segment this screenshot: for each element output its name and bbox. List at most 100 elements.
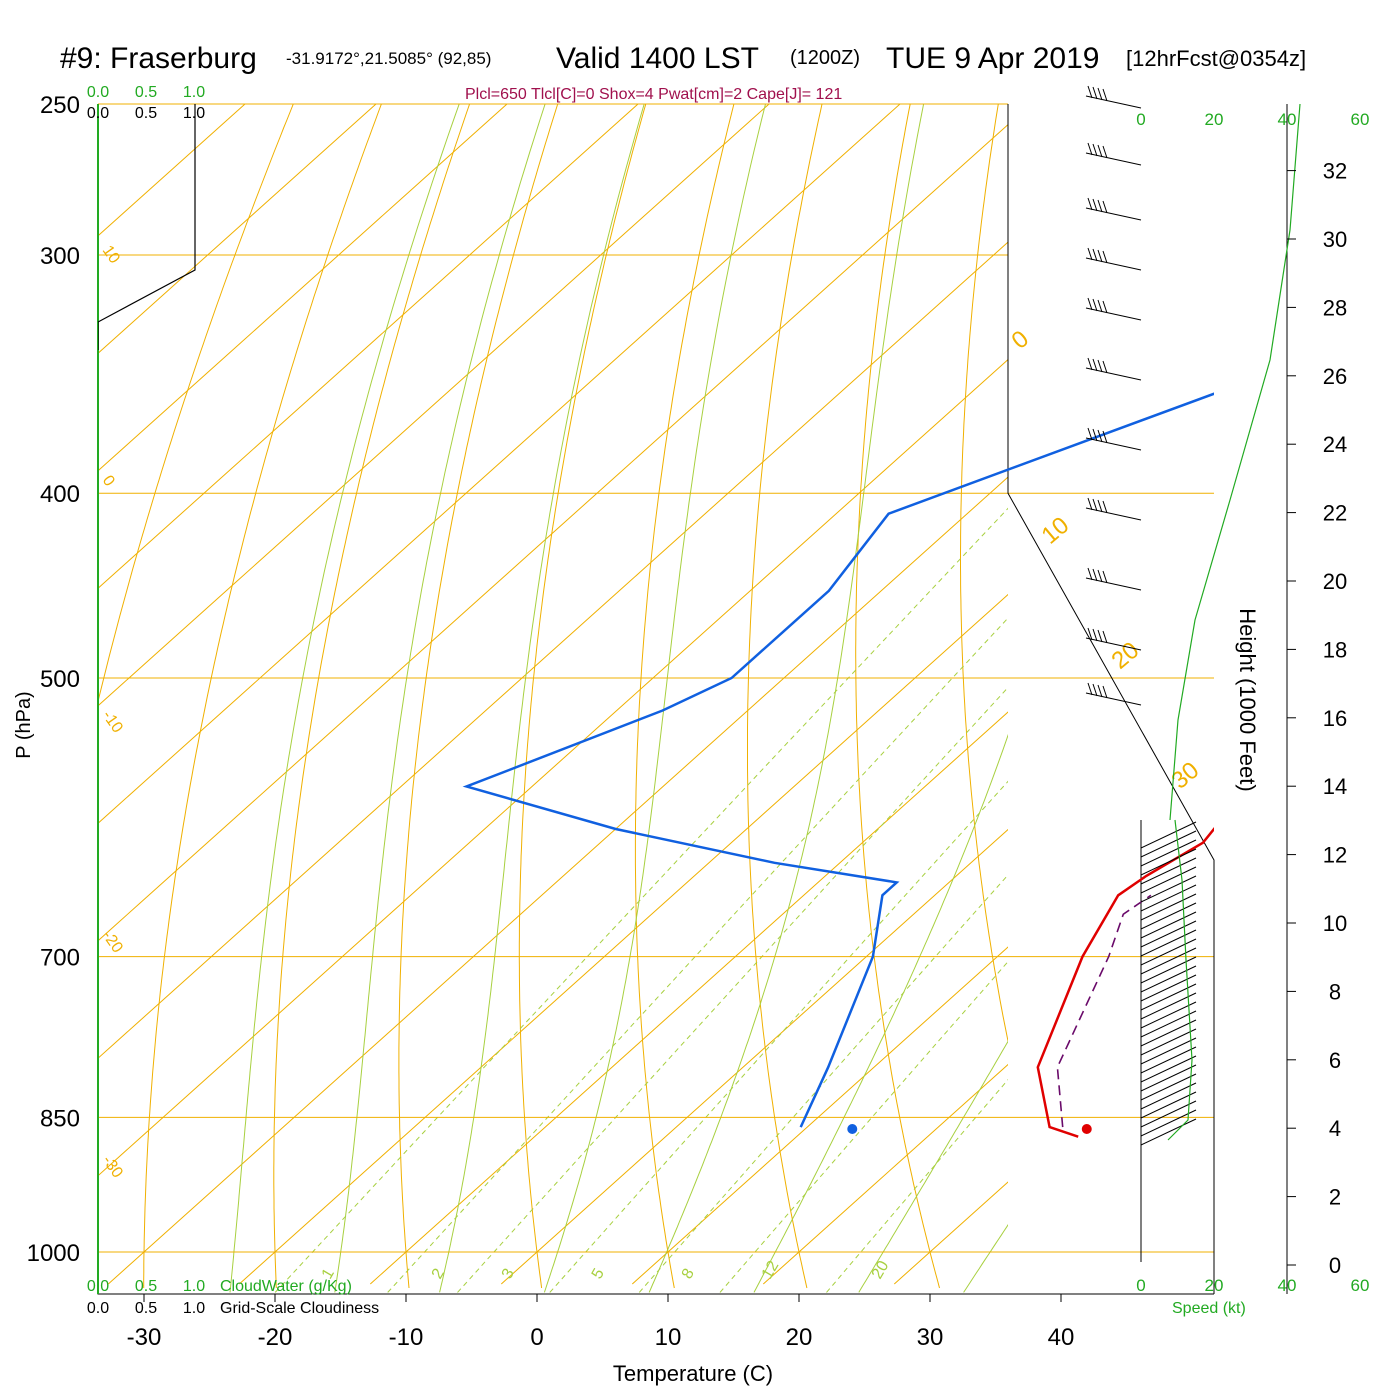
barb-flag (1087, 197, 1093, 211)
barb-flag (1102, 430, 1108, 444)
isotherm-label: 20 (1107, 637, 1145, 675)
low-level-barb (1140, 893, 1197, 921)
barb-flag (1092, 358, 1098, 372)
barb-flag (1087, 427, 1093, 441)
cloud-tick-label: 1.0 (183, 84, 205, 101)
low-level-barb (1140, 1091, 1197, 1119)
speed-tick-label: 20 (1205, 1276, 1224, 1295)
wind-barb (1085, 682, 1142, 706)
barb-flag (1087, 142, 1093, 156)
isotherm-line (1287, 104, 1400, 1284)
height-tick-label: 14 (1323, 774, 1347, 799)
cloud-tick-label: 0.0 (87, 1300, 109, 1317)
barb-flag (1097, 684, 1103, 698)
cloud-tick-label: 0.5 (135, 1278, 157, 1295)
barb-flag (1102, 88, 1108, 102)
height-tick-label: 0 (1329, 1253, 1341, 1278)
barb-flag (1092, 428, 1098, 442)
barb-flag (1087, 247, 1093, 261)
wind-barb (1085, 567, 1142, 591)
dry-adiabat-line (518, 104, 647, 1289)
barb-staff (1085, 507, 1142, 521)
wind-barb (1085, 297, 1142, 321)
barb-staff (1085, 367, 1142, 381)
isotherm-line (98, 104, 901, 824)
x-tick-label: -10 (389, 1324, 424, 1351)
mixing-ratio-label: 5 (589, 1266, 608, 1282)
barb-staff (1085, 152, 1142, 166)
height-tick-label: 12 (1323, 843, 1347, 868)
barb-flag (1092, 198, 1098, 212)
moist-adiabat-line (858, 1040, 1008, 1293)
isobars (98, 103, 1214, 1253)
barb-flag (1102, 145, 1108, 159)
isotherm-label: -10 (99, 708, 126, 737)
isotherm-line (98, 104, 508, 472)
speed-tick-label: 60 (1351, 1276, 1370, 1295)
isotherm-line (98, 104, 639, 589)
wind-barb (1085, 357, 1142, 381)
background-grid (98, 104, 1400, 1293)
height-tick-label: 24 (1323, 432, 1347, 457)
dry-adiabat-line (634, 104, 735, 1289)
barb-flag (1097, 249, 1103, 263)
parcel-line (1056, 894, 1152, 1128)
speed-label: Speed (kt) (1172, 1300, 1246, 1317)
mixing-ratio-line (826, 1078, 1008, 1293)
barb-flag (1102, 360, 1108, 374)
mixing-ratio-line (387, 617, 1008, 1293)
mixing-ratio-line (549, 780, 1008, 1293)
barb-flag (1092, 298, 1098, 312)
barb-flag (1097, 87, 1103, 101)
isotherm-line (98, 241, 1008, 1059)
isotherm-label: -20 (99, 928, 126, 957)
y-axis-title: P (hPa) (13, 691, 35, 758)
moist-adiabat-line (753, 733, 1008, 1293)
pressure-tick-label: 300 (40, 243, 80, 270)
barb-flag (1097, 144, 1103, 158)
barb-flag (1102, 500, 1108, 514)
barb-flag (1097, 429, 1103, 443)
barb-flag (1087, 357, 1093, 371)
speed-tick-label: 40 (1278, 110, 1297, 129)
barb-staff (1085, 577, 1142, 591)
cloud-tick-label: 0.5 (135, 1300, 157, 1317)
barb-flag (1097, 299, 1103, 313)
barb-flag (1097, 199, 1103, 213)
barb-staff (1085, 207, 1142, 221)
mixing-ratio-line (274, 507, 1008, 1293)
profiles (98, 104, 1214, 1138)
dry-adiabat-line (398, 104, 559, 1289)
forecast-info: [12hrFcst@0354z] (1126, 46, 1306, 71)
barb-flag (1092, 683, 1098, 697)
cloudiness-line (98, 104, 196, 350)
dry-adiabat-line (98, 104, 294, 704)
mixing-ratio-label: 3 (499, 1266, 518, 1282)
mixing-ratio-label: 20 (869, 1258, 893, 1282)
barb-flag (1087, 297, 1093, 311)
height-tick-label: 28 (1323, 295, 1347, 320)
barb-staff (1085, 637, 1142, 651)
barb-staff (1085, 692, 1142, 706)
x-tick-label: 40 (1048, 1324, 1075, 1351)
x-tick-label: 30 (917, 1324, 944, 1351)
moist-adiabat-line (648, 104, 925, 1293)
isotherm-line (369, 711, 1008, 1285)
height-tick-label: 10 (1323, 911, 1347, 936)
isotherm-line (107, 476, 1008, 1285)
pressure-tick-label: 400 (40, 481, 80, 508)
indices-line: Plcl=650 Tlcl[C]=0 Shox=4 Pwat[cm]=2 Cap… (465, 86, 842, 103)
low-level-barb (1140, 1100, 1197, 1128)
mixing-ratio-line (719, 960, 1008, 1293)
pressure-tick-label: 850 (40, 1105, 80, 1132)
surface-dewpoint-marker (847, 1124, 858, 1135)
barb-flag (1092, 86, 1098, 100)
pressure-tick-label: 500 (40, 666, 80, 693)
utc-time: (1200Z) (790, 47, 860, 69)
surface-temperature-marker (1081, 1124, 1092, 1135)
barb-flag (1087, 627, 1093, 641)
barb-staff (1085, 95, 1142, 109)
height-tick-label: 32 (1323, 159, 1347, 184)
cloudwater-label: CloudWater (g/Kg) (220, 1278, 352, 1295)
